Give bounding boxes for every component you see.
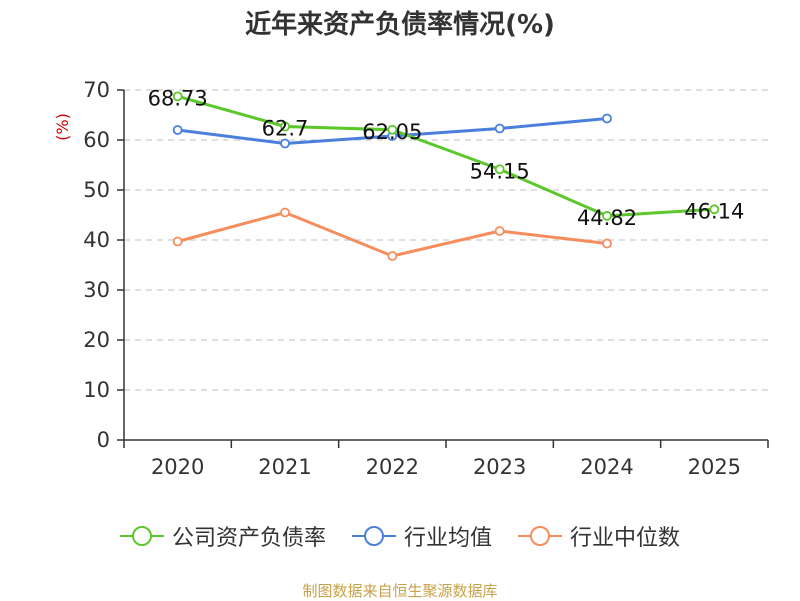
x-tick-label: 2021 — [258, 455, 311, 479]
legend-label: 公司资产负债率 — [171, 526, 326, 551]
x-tick-label: 2024 — [580, 455, 633, 479]
x-tick-label: 2022 — [366, 455, 419, 479]
data-point — [494, 164, 505, 175]
legend-item[interactable]: 行业均值 — [351, 520, 492, 552]
y-tick-label: 10 — [83, 378, 110, 402]
axes: 0 10 20 30 40 50 60 70 2020 2021 2022 2023 2024 2025 — [83, 78, 769, 479]
data-label: 62.05 — [362, 120, 422, 144]
grid-lines — [124, 89, 768, 391]
data-point — [602, 113, 612, 124]
series-line — [177, 211, 608, 258]
data-label: 44.82 — [577, 206, 637, 230]
legend-item[interactable]: 行业中位数 — [518, 520, 680, 552]
x-tick-label: 2020 — [151, 455, 204, 479]
data-label: 68.73 — [148, 86, 208, 110]
legend-label: 行业中位数 — [570, 526, 681, 551]
data-label: 46.14 — [684, 199, 744, 223]
data-source-note: 制图数据来自恒生聚源数据库 — [302, 582, 498, 600]
data-point — [280, 207, 290, 218]
legend: 公司资产负债率 行业均值 行业中位数 — [0, 518, 800, 554]
y-tick-label: 40 — [83, 228, 110, 252]
data-point — [709, 204, 720, 215]
legend-swatch — [351, 526, 396, 546]
series-lines — [172, 91, 720, 261]
legend-marker — [530, 526, 550, 546]
data-point — [494, 123, 505, 134]
x-tick-label: 2023 — [473, 455, 526, 479]
data-label: 54.15 — [470, 159, 530, 183]
x-tick-label: 2025 — [688, 455, 741, 479]
data-point — [494, 226, 505, 236]
y-tick-label: 50 — [83, 178, 110, 202]
y-tick-label: 20 — [83, 328, 110, 352]
data-point — [172, 236, 183, 247]
legend-label: 行业均值 — [403, 526, 492, 551]
legend-marker — [131, 526, 152, 546]
y-tick-label: 60 — [83, 128, 110, 152]
legend-swatch — [119, 526, 164, 546]
data-point — [387, 124, 398, 135]
chart-title: 近年来资产负债率情况(%) — [245, 10, 555, 40]
y-tick-label: 70 — [83, 78, 110, 102]
y-tick-label: 30 — [83, 278, 110, 302]
series-line — [177, 94, 715, 218]
legend-swatch — [518, 526, 562, 546]
data-labels: 68.73 62.7 62.05 54.15 44.82 46.14 — [148, 86, 745, 230]
data-point — [602, 238, 612, 249]
legend-item[interactable]: 公司资产负债率 — [119, 520, 326, 552]
legend-marker — [363, 526, 384, 546]
y-tick-label: 0 — [97, 428, 110, 452]
data-point — [280, 121, 290, 132]
data-point — [602, 210, 612, 221]
data-point — [172, 125, 183, 135]
data-label: 62.7 — [262, 117, 309, 141]
data-point — [172, 91, 183, 102]
y-axis-label: (%) — [53, 113, 72, 141]
data-point — [387, 251, 398, 261]
data-point — [280, 138, 290, 149]
